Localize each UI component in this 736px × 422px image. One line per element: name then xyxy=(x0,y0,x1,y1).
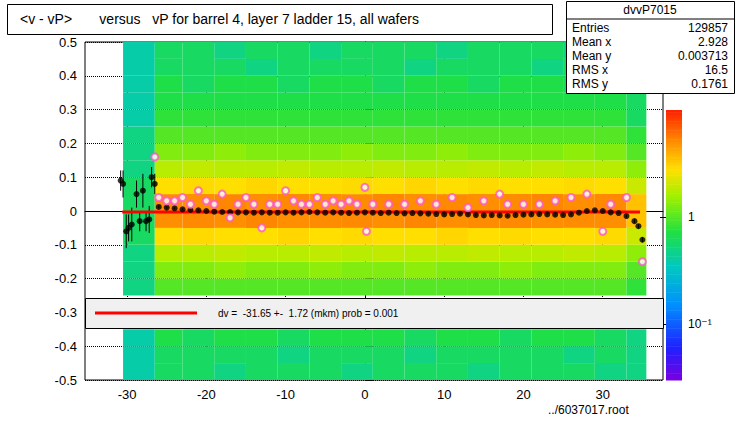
svg-text:Entries: Entries xyxy=(572,21,609,35)
svg-text:-0.4: -0.4 xyxy=(55,339,77,354)
svg-text:0.2: 0.2 xyxy=(59,136,77,151)
svg-text:20: 20 xyxy=(516,387,530,402)
svg-text:0.1761: 0.1761 xyxy=(691,77,728,91)
svg-text:-30: -30 xyxy=(118,387,137,402)
svg-text:-0.3: -0.3 xyxy=(55,305,77,320)
svg-text:Mean x: Mean x xyxy=(572,35,611,49)
svg-text:1: 1 xyxy=(688,210,695,224)
svg-text:16.5: 16.5 xyxy=(705,63,729,77)
svg-text:10⁻¹: 10⁻¹ xyxy=(688,317,712,331)
svg-text:2.928: 2.928 xyxy=(698,35,728,49)
svg-text:Mean y: Mean y xyxy=(572,49,611,63)
svg-text:dvvP7015: dvvP7015 xyxy=(623,3,677,17)
svg-text:-20: -20 xyxy=(197,387,216,402)
svg-text:10: 10 xyxy=(437,387,451,402)
svg-text:RMS x: RMS x xyxy=(572,63,608,77)
svg-text:0.3: 0.3 xyxy=(59,102,77,117)
svg-text:-0.2: -0.2 xyxy=(55,271,77,286)
svg-text:-0.1: -0.1 xyxy=(55,237,77,252)
svg-text:30: 30 xyxy=(596,387,610,402)
svg-text:0: 0 xyxy=(361,387,368,402)
svg-text:0.1: 0.1 xyxy=(59,170,77,185)
svg-text:0.5: 0.5 xyxy=(59,35,77,50)
svg-text:dv = -31.65 +- 1.72 (mkm) pr: dv = -31.65 +- 1.72 (mkm) prob = 0.001 xyxy=(218,308,399,319)
svg-text:-0.5: -0.5 xyxy=(55,373,77,388)
svg-text:-10: -10 xyxy=(276,387,295,402)
svg-text:0.003713: 0.003713 xyxy=(678,49,728,63)
svg-text:../6037017.root: ../6037017.root xyxy=(548,403,629,417)
svg-text:129857: 129857 xyxy=(688,21,728,35)
svg-text:0: 0 xyxy=(70,204,77,219)
svg-text:0.4: 0.4 xyxy=(59,68,77,83)
svg-text:<v - vP> versus vP for: <v - vP> versus vP for barrel 4, layer 7… xyxy=(20,11,419,27)
svg-text:RMS y: RMS y xyxy=(572,77,608,91)
